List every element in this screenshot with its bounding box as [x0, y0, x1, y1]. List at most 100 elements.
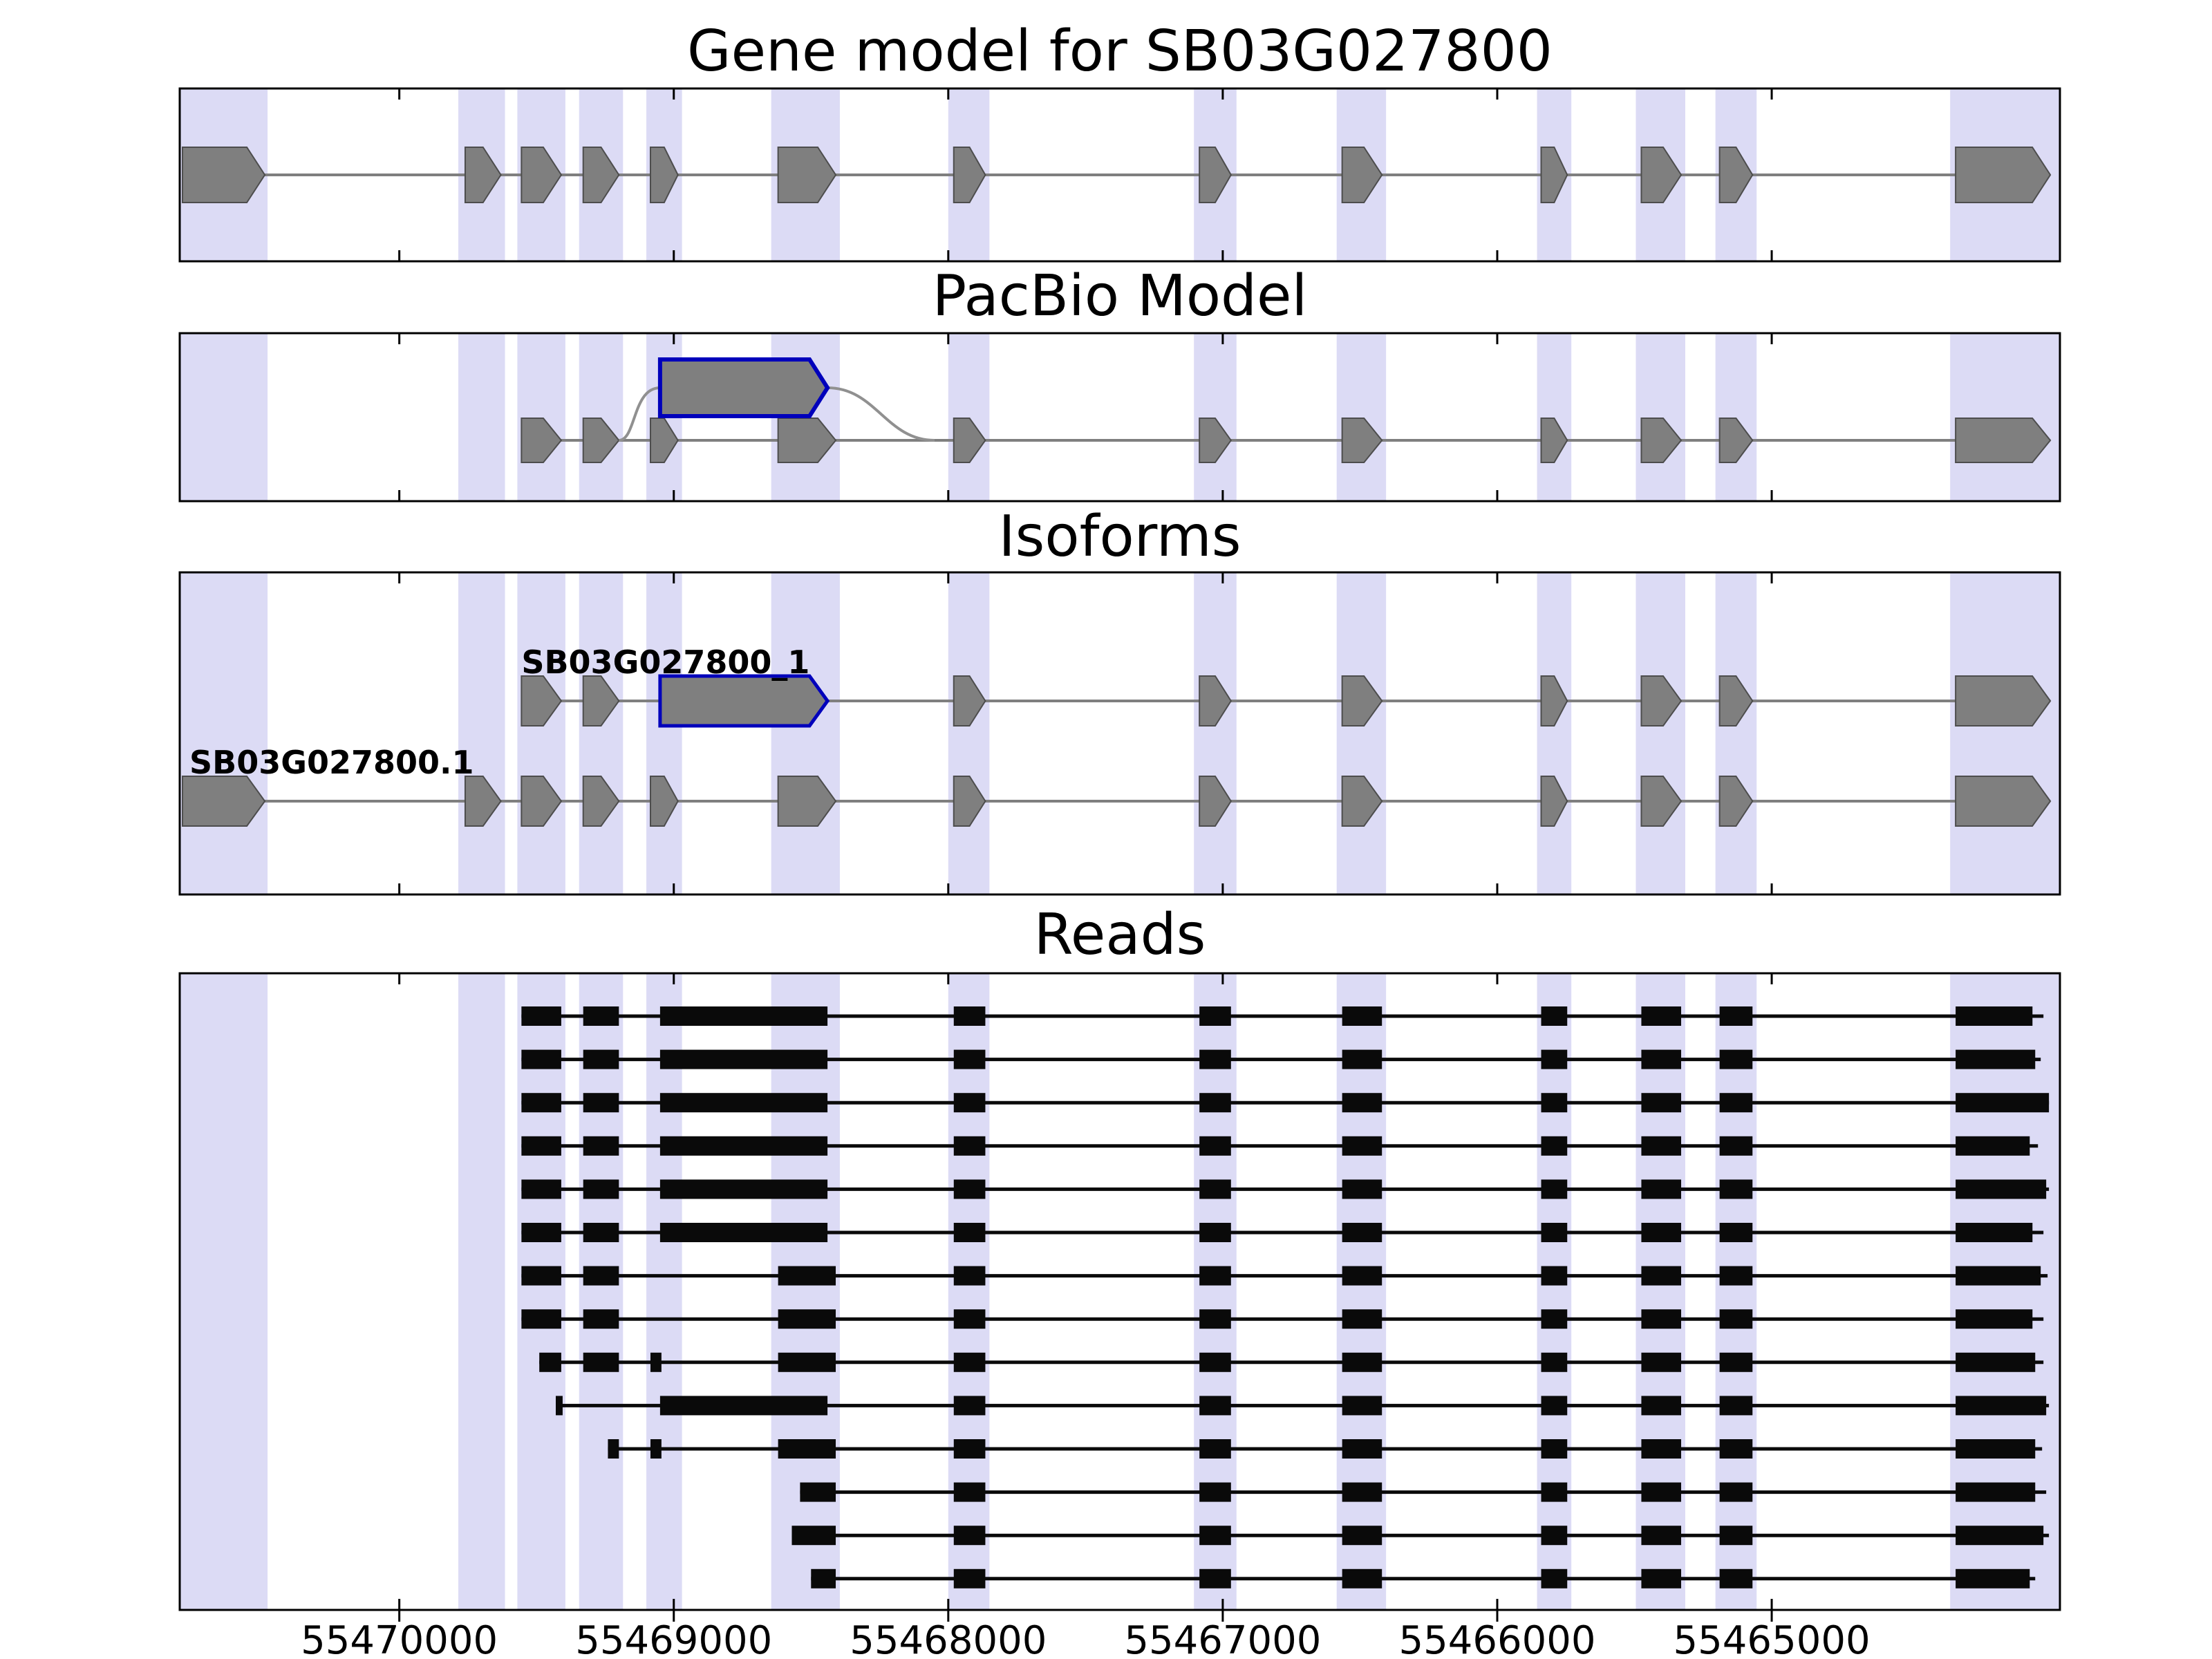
read-row: [521, 1309, 2044, 1329]
read-exon-block: [953, 1266, 986, 1286]
read-exon-block: [659, 1049, 828, 1069]
read-exon-block: [659, 1396, 828, 1416]
read-exon-block: [1641, 1352, 1682, 1372]
read-exon-block: [1719, 1223, 1753, 1242]
read-exon-block: [1199, 1093, 1231, 1113]
exon-band: [180, 572, 268, 894]
read-exon-block: [659, 1223, 828, 1242]
read-exon-block: [953, 1136, 986, 1156]
read-exon-block: [1199, 1568, 1231, 1588]
read-exon-block: [1956, 1179, 2047, 1199]
exon: [1540, 675, 1568, 727]
exon: [582, 776, 620, 827]
exon: [1341, 147, 1383, 203]
read-exon-block: [953, 1352, 986, 1372]
panel-isoforms-background: [180, 572, 2060, 894]
read-exon-block: [1719, 1352, 1753, 1372]
read-exon-block: [953, 1049, 986, 1069]
exon: [464, 147, 502, 203]
pacbio-model: [521, 357, 2052, 463]
read-exon-block: [1956, 1266, 2041, 1286]
read-exon-block: [1342, 1482, 1382, 1502]
splice-curve: [618, 386, 661, 442]
read-exon-block: [1641, 1179, 1682, 1199]
read-exon-block: [1956, 1309, 2033, 1329]
read-exon-block: [583, 1352, 619, 1372]
exon: [953, 776, 986, 827]
read-exon-block: [1541, 1266, 1568, 1286]
reads-title: Reads: [1033, 902, 1206, 968]
exon: [1199, 776, 1232, 827]
panel-border: [178, 972, 2061, 1611]
read-exon-block: [1719, 1093, 1753, 1113]
read-exon-block: [778, 1266, 836, 1286]
read-exon-block: [1719, 1396, 1753, 1416]
read-exon-block: [1719, 1309, 1753, 1329]
exon-band: [517, 572, 565, 894]
read-row: [608, 1439, 2043, 1459]
read-exon-block: [1541, 1309, 1568, 1329]
exon: [777, 776, 837, 827]
read-exon-block: [1541, 1179, 1568, 1199]
read-exon-block: [583, 1136, 619, 1156]
read-exon-block: [583, 1093, 619, 1113]
exon: [1640, 147, 1683, 203]
read-exon-block: [659, 1179, 828, 1199]
read-exon-block: [1541, 1352, 1568, 1372]
read-exon-block: [1541, 1439, 1568, 1459]
read-exon-block: [1541, 1136, 1568, 1156]
isoform-highlight-exon: [658, 674, 830, 728]
exon-band: [458, 572, 505, 894]
read-exon-block: [1199, 1266, 1231, 1286]
exon-band: [948, 572, 990, 894]
read-exon-block: [1719, 1049, 1753, 1069]
exon: [1199, 418, 1232, 463]
read-exon-block: [1199, 1396, 1231, 1416]
x-tick-label: 55467000: [1124, 1618, 1321, 1659]
exon: [521, 776, 563, 827]
exon: [521, 418, 563, 463]
exon-band: [180, 333, 268, 501]
exon-band: [517, 333, 565, 501]
read-exon-block: [1199, 1526, 1231, 1546]
exon-band: [1715, 572, 1757, 894]
read-row: [521, 1223, 2044, 1242]
gene-model-title: Gene model for SB03G027800: [687, 19, 1553, 84]
exon-band: [1635, 572, 1685, 894]
read-exon-block: [650, 1439, 662, 1459]
exon-band: [646, 572, 682, 894]
exon: [1540, 776, 1568, 827]
exon: [1955, 776, 2052, 827]
exon-band: [948, 973, 990, 1610]
read-exon-block: [800, 1482, 836, 1502]
read-exon-block: [953, 1568, 986, 1588]
exon-band: [948, 333, 990, 501]
read-exon-block: [1199, 1439, 1231, 1459]
read-exon-block: [1541, 1049, 1568, 1069]
read-exon-block: [1342, 1223, 1382, 1242]
exon: [1955, 147, 2052, 203]
exon-band: [1537, 572, 1572, 894]
read-exon-block: [521, 1223, 561, 1242]
exon: [464, 776, 502, 827]
read-exon-block: [1342, 1568, 1382, 1588]
read-exon-block: [1719, 1266, 1753, 1286]
read-exon-block: [1956, 1093, 2050, 1113]
read-exon-block: [650, 1352, 662, 1372]
read-exon-block: [1342, 1526, 1382, 1546]
exon-band: [1194, 973, 1237, 1610]
read-exon-block: [608, 1439, 619, 1459]
read-exon-block: [659, 1093, 828, 1113]
read-exon-block: [1956, 1352, 2036, 1372]
panel-reads-background: [180, 973, 2060, 1610]
read-exon-block: [659, 1136, 828, 1156]
exon-band: [771, 572, 840, 894]
read-exon-block: [1342, 1439, 1382, 1459]
exon: [1540, 147, 1568, 203]
read-exon-block: [1719, 1439, 1753, 1459]
read-exon-block: [1199, 1482, 1231, 1502]
isoform-label: SB03G027800_1: [521, 644, 809, 681]
read-exon-block: [1956, 1439, 2036, 1459]
read-exon-block: [1342, 1396, 1382, 1416]
read-exon-block: [1199, 1179, 1231, 1199]
